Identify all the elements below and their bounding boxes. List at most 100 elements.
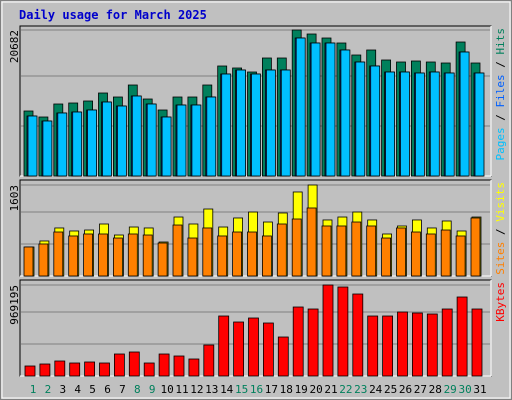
bar — [23, 246, 34, 277]
bar — [397, 311, 408, 377]
bar — [38, 243, 49, 277]
bar — [276, 223, 287, 277]
legend-entry: Files — [494, 74, 507, 107]
bar — [441, 308, 453, 377]
bar — [322, 284, 334, 377]
bar — [233, 321, 245, 377]
bar — [414, 72, 425, 177]
y-tick-label: 969195 — [8, 285, 21, 325]
bar — [57, 112, 68, 177]
bar — [396, 227, 406, 277]
bar — [53, 231, 64, 277]
x-tick-label: 21 — [324, 383, 337, 396]
bar — [261, 235, 272, 277]
bar — [131, 95, 142, 177]
bar — [440, 229, 451, 277]
bar — [340, 49, 351, 177]
bar — [292, 306, 304, 377]
legend: Pages / Files / Hits — [494, 28, 507, 161]
bar — [161, 116, 172, 177]
bar — [68, 235, 79, 277]
x-tick-label: 8 — [134, 383, 141, 396]
chart-title: Daily usage for March 2025 — [19, 8, 207, 22]
bar — [411, 312, 423, 377]
x-tick-label: 27 — [414, 383, 427, 396]
bar — [117, 105, 127, 177]
legend-entry: Visits — [494, 182, 507, 222]
x-tick-label: 11 — [175, 383, 188, 396]
x-tick-label: 2 — [45, 383, 52, 396]
bar — [173, 355, 185, 377]
x-tick-label: 13 — [205, 383, 218, 396]
bar — [337, 286, 349, 377]
bar — [400, 71, 410, 177]
legend-separator: / — [494, 55, 507, 75]
bar — [444, 72, 455, 177]
bar — [248, 317, 259, 377]
bar — [114, 353, 125, 377]
bar — [143, 362, 155, 377]
x-tick-label: 25 — [384, 383, 397, 396]
bar — [367, 315, 379, 377]
bar — [366, 225, 377, 277]
x-tick-label: 19 — [295, 383, 308, 396]
x-tick-label: 6 — [104, 383, 111, 396]
bar — [277, 336, 289, 377]
bar — [113, 237, 123, 277]
bar — [203, 344, 215, 377]
legend: KBytes — [494, 282, 507, 322]
legend-entry: KBytes — [494, 282, 507, 322]
bar — [146, 103, 157, 177]
bar — [206, 96, 217, 177]
x-tick-label: 3 — [59, 383, 66, 396]
bar — [172, 224, 183, 277]
x-tick-label: 20 — [309, 383, 322, 396]
bar — [202, 227, 213, 277]
bar — [27, 115, 38, 177]
legend-separator: / — [494, 108, 507, 128]
bar — [84, 361, 95, 377]
bar — [69, 362, 81, 377]
x-tick-label: 10 — [160, 383, 173, 396]
bar — [83, 233, 93, 277]
legend-separator: / — [494, 222, 507, 242]
x-tick-label: 5 — [89, 383, 96, 396]
bar — [221, 73, 232, 177]
x-tick-label: 28 — [429, 383, 442, 396]
bar — [236, 69, 247, 177]
x-tick-label: 16 — [250, 383, 263, 396]
bar — [128, 351, 140, 377]
bar — [176, 104, 187, 177]
bar — [352, 293, 364, 377]
bar — [474, 72, 485, 177]
bar — [291, 218, 302, 277]
bar — [188, 358, 200, 377]
bar — [187, 237, 198, 277]
x-tick-label: 4 — [74, 383, 81, 396]
x-tick-label: 1 — [30, 383, 37, 396]
bar — [385, 71, 396, 177]
bar — [429, 71, 440, 177]
bar — [72, 111, 83, 177]
bar — [325, 42, 336, 177]
x-tick-label: 15 — [235, 383, 248, 396]
bar — [247, 231, 257, 277]
bar — [54, 360, 66, 377]
x-tick-label: 14 — [220, 383, 234, 396]
bar — [426, 313, 438, 377]
x-tick-label: 23 — [354, 383, 367, 396]
x-tick-label: 12 — [190, 383, 203, 396]
bar — [99, 362, 110, 377]
bar — [321, 225, 332, 277]
legend: Sites / Visits — [494, 182, 507, 275]
bar — [217, 235, 228, 277]
x-tick-label: 22 — [339, 383, 352, 396]
bar — [39, 363, 51, 377]
bar — [127, 233, 138, 277]
bar — [382, 315, 394, 377]
bar — [232, 231, 243, 277]
x-tick-label: 7 — [119, 383, 126, 396]
bar — [251, 73, 261, 177]
bar — [456, 296, 468, 377]
